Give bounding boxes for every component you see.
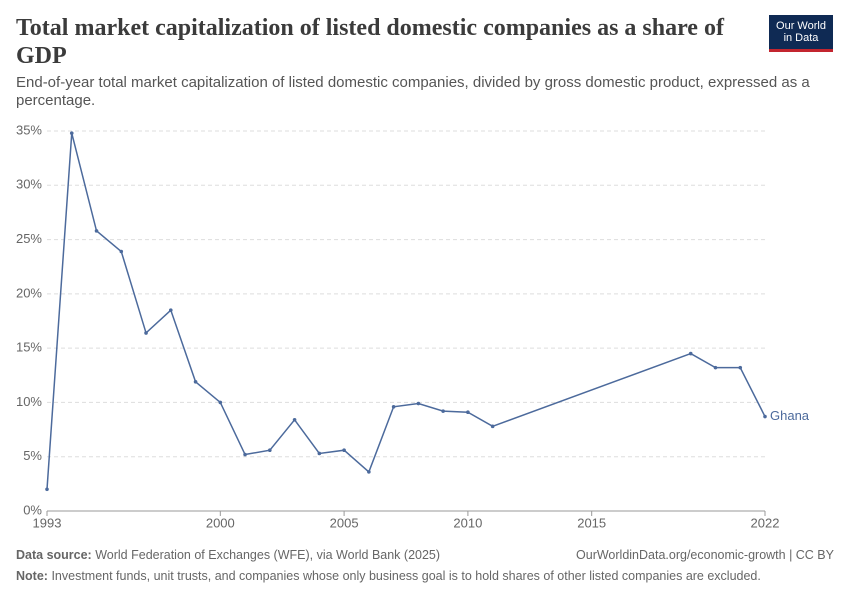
x-tick-label: 2015 — [577, 515, 606, 530]
point — [738, 365, 743, 370]
point — [193, 380, 198, 384]
y-tick-label: 10% — [16, 394, 42, 409]
x-tick-label: 1993 — [33, 515, 62, 530]
point — [466, 410, 470, 415]
point — [243, 452, 247, 457]
point — [317, 451, 322, 456]
point — [94, 229, 99, 233]
chart: 0% 5% 10% 15% 20% 25% 30% 35% 1993 2000 2005 2010 20… — [16, 122, 810, 530]
source-line: Data source: World Federation of Exchang… — [16, 548, 440, 562]
point — [292, 418, 297, 422]
note-label: Note: — [16, 569, 48, 583]
y-tick-label: 20% — [16, 285, 42, 300]
source: World Federation of Exchanges (WFE), via… — [95, 548, 441, 562]
note-line: Note: Investment funds, unit trusts, and… — [16, 569, 761, 583]
point — [218, 400, 223, 405]
y-tick-label: 5% — [23, 448, 42, 463]
point — [763, 414, 767, 419]
point — [342, 448, 346, 453]
point — [45, 487, 49, 492]
point — [416, 401, 421, 406]
x-tick-label: 2005 — [330, 515, 359, 530]
series-label: Ghana — [770, 408, 810, 423]
x-tick-label: 2010 — [453, 515, 482, 530]
url[interactable]: OurWorldinData.org/economic-growth | CC … — [576, 548, 834, 562]
point — [688, 351, 693, 356]
logo[interactable]: Our World in Data — [769, 15, 833, 52]
point — [119, 249, 124, 254]
series-line — [46, 132, 766, 490]
chart-title: Total market capitalization of listed do… — [16, 15, 724, 69]
point — [490, 424, 495, 429]
x-tick-label: 2000 — [206, 515, 235, 530]
note: Investment funds, unit trusts, and compa… — [51, 569, 761, 583]
y-tick-label: 0% — [23, 502, 42, 517]
y-tick-label: 35% — [16, 122, 42, 137]
y-tick-label: 25% — [16, 231, 42, 246]
point — [391, 404, 396, 409]
point — [441, 409, 445, 413]
y-tick-label: 30% — [16, 177, 42, 192]
point — [144, 331, 148, 335]
point — [268, 448, 272, 453]
point — [713, 365, 718, 370]
source-label: Data source: — [16, 548, 92, 562]
x-tick-label: 2022 — [751, 515, 780, 530]
chart-subtitle: End-of-year total market capitalization … — [16, 74, 810, 109]
point — [367, 470, 371, 474]
point — [69, 131, 74, 135]
point — [168, 308, 173, 312]
y-tick-label: 15% — [16, 340, 42, 355]
